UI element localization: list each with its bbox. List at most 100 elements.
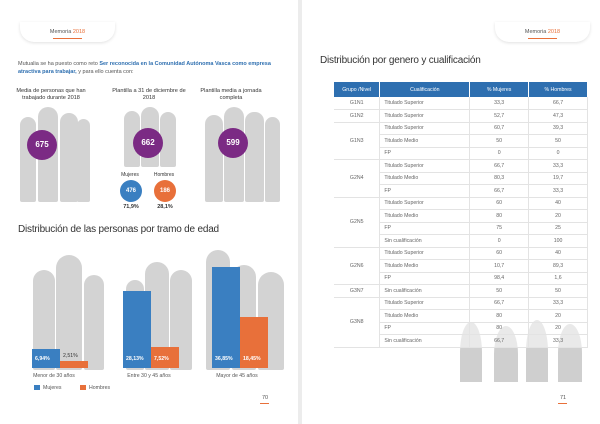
header-prefix: Memoria: [524, 29, 547, 35]
women-percent-cell: 52,7: [469, 109, 530, 123]
table-row: Titulado Medio 10,7 89,3: [334, 259, 588, 273]
bar-label: 18,45%: [243, 356, 261, 362]
qualification-cell: Titulado Medio: [379, 259, 471, 273]
bar-label: 6,94%: [35, 356, 50, 362]
intro-before: Mutualia se ha puesto como reto: [18, 61, 100, 67]
page-number: 71: [557, 395, 568, 404]
legend-swatch-women: [34, 385, 40, 390]
bar-label: 7,52%: [154, 356, 169, 362]
table-row: FP 0 0: [334, 147, 588, 160]
table-row: Sin cualificación 66,7 33,3: [334, 334, 588, 348]
women-percent-cell: 80: [469, 209, 530, 223]
qualification-cell: Titulado Medio: [379, 134, 471, 148]
table-body: G1N1 Titulado Superior 33,3 66,7 G1N2 Titulad…: [334, 97, 588, 348]
table-row: G3N8 Titulado Superior 66,7 33,3: [334, 297, 588, 348]
column-header: % Hombres: [528, 82, 588, 97]
men-percent-cell: 33,3: [528, 159, 588, 173]
group-cell: G2N6: [334, 247, 381, 285]
column-header: % Mujeres: [469, 82, 530, 97]
stat-circle: 662: [133, 128, 163, 158]
table-row: G3N7 Sin cualificación 50 50: [334, 284, 588, 298]
column-header: Grupo /Nivel: [334, 82, 381, 97]
qualification-cell: Titulado Medio: [379, 209, 471, 223]
women-percent-cell: 60: [469, 247, 530, 260]
qualification-cell: FP: [379, 322, 471, 335]
women-percent-cell: 80,3: [469, 172, 530, 185]
qualification-cell: Titulado Superior: [379, 297, 471, 310]
group-cell: G3N7: [334, 284, 381, 298]
men-percent-cell: 89,3: [528, 259, 588, 273]
table-row: G1N1 Titulado Superior 33,3 66,7: [334, 97, 588, 110]
table-header-row: Grupo /Nivel Cualificación % Mujeres % H…: [334, 82, 588, 97]
men-percent-cell: 39,3: [528, 122, 588, 135]
women-percent-cell: 50: [469, 134, 530, 148]
women-count-circle: 476: [120, 180, 142, 202]
page-header-tab: Memoria 2018: [495, 22, 590, 42]
legend-men: Hombres: [89, 385, 111, 391]
group-cell: G1N3: [334, 122, 381, 160]
women-percent-cell: 0: [469, 234, 530, 248]
women-percent: 71,9%: [123, 204, 139, 210]
intro-after: y para ello cuenta con:: [76, 69, 134, 75]
group-cell: G2N4: [334, 159, 381, 198]
women-percent-cell: 66,7: [469, 334, 530, 348]
qualification-cell: FP: [379, 147, 471, 160]
table-row: FP 98,4 1,6: [334, 272, 588, 285]
women-label: Mujeres: [121, 172, 139, 178]
column-header: Cualificación: [379, 82, 471, 97]
men-percent-cell: 40: [528, 247, 588, 260]
legend-swatch-men: [80, 385, 86, 390]
women-percent-cell: 75: [469, 222, 530, 235]
bar-women: [123, 290, 151, 368]
qualification-cell: FP: [379, 222, 471, 235]
table-row: Titulado Medio 80 20: [334, 309, 588, 323]
table-row: G1N3 Titulado Superior 60,7 39,3: [334, 122, 588, 160]
bar-men: [240, 317, 268, 368]
category-label: Menor de 30 años: [33, 373, 75, 379]
women-percent-cell: 80: [469, 322, 530, 335]
stat-circle: 599: [218, 128, 248, 158]
stat-label: Media de personas que han trabajado dura…: [16, 88, 86, 101]
bar-label: 36,85%: [215, 356, 233, 362]
page-header-tab: Memoria 2018: [20, 22, 115, 42]
table-row: Titulado Medio 80 20: [334, 209, 588, 223]
table-row: G2N5 Titulado Superior 60 40: [334, 197, 588, 248]
group-cell: G3N8: [334, 297, 381, 348]
category-label: Mayor de 45 años: [216, 373, 258, 379]
men-percent-cell: 0: [528, 147, 588, 160]
men-percent-cell: 20: [528, 322, 588, 335]
qualification-cell: FP: [379, 272, 471, 285]
qualification-cell: Titulado Superior: [379, 109, 471, 123]
women-percent-cell: 98,4: [469, 272, 530, 285]
women-percent-cell: 60,7: [469, 122, 530, 135]
table-row: FP 66,7 33,3: [334, 184, 588, 198]
men-percent-cell: 20: [528, 209, 588, 223]
table-row: FP 75 25: [334, 222, 588, 235]
left-page: Memoria 2018 Mutualia se ha puesto como …: [0, 0, 298, 424]
legend-women: Mujeres: [43, 385, 62, 391]
women-percent-cell: 0: [469, 147, 530, 160]
intro-highlight: Ser reconocida en la Comunidad Autónoma …: [18, 61, 271, 75]
header-prefix: Memoria: [49, 29, 72, 35]
women-percent-cell: 50: [469, 284, 530, 298]
men-percent-cell: 25: [528, 222, 588, 235]
qualification-cell: Sin cualificación: [379, 284, 471, 298]
men-percent-cell: 33,3: [528, 184, 588, 198]
table-row: Titulado Medio 80,3 19,7: [334, 172, 588, 185]
table-row: G1N2 Titulado Superior 52,7 47,3: [334, 109, 588, 123]
bar-women: [32, 348, 60, 368]
qualification-cell: Titulado Medio: [379, 172, 471, 185]
men-count-circle: 186: [154, 180, 176, 202]
qualification-cell: Titulado Superior: [379, 197, 471, 210]
stat-label: Plantilla media a jornada completa: [200, 88, 262, 101]
men-percent-cell: 47,3: [528, 109, 588, 123]
men-percent-cell: 19,7: [528, 172, 588, 185]
stat-label: Plantilla a 31 de diciembre de 2018: [112, 88, 186, 101]
group-cell: G2N5: [334, 197, 381, 248]
category-label: Entre 30 y 45 años: [127, 373, 171, 379]
table-row: Titulado Medio 50 50: [334, 134, 588, 148]
qualification-cell: Titulado Superior: [379, 159, 471, 173]
men-percent-cell: 1,6: [528, 272, 588, 285]
qualification-cell: Sin cualificación: [379, 334, 471, 348]
qualification-cell: Titulado Superior: [379, 97, 471, 110]
